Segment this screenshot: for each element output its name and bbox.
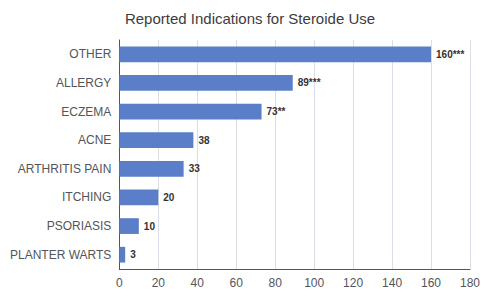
svg-text:Reported Indications for Stero: Reported Indications for Steroide Use — [125, 10, 375, 27]
svg-text:ECZEMA: ECZEMA — [61, 105, 111, 119]
svg-text:ACNE: ACNE — [78, 133, 111, 147]
svg-text:PLANTER WARTS: PLANTER WARTS — [10, 248, 111, 262]
svg-text:89***: 89*** — [298, 77, 321, 88]
svg-text:10: 10 — [144, 221, 156, 232]
svg-text:140: 140 — [382, 276, 402, 290]
svg-text:38: 38 — [198, 135, 210, 146]
svg-text:ITCHING: ITCHING — [62, 190, 111, 204]
svg-text:160***: 160*** — [436, 49, 464, 60]
svg-text:ALLERGY: ALLERGY — [56, 76, 111, 90]
svg-text:80: 80 — [269, 276, 283, 290]
svg-text:60: 60 — [230, 276, 244, 290]
svg-text:73**: 73** — [267, 106, 286, 117]
svg-text:OTHER: OTHER — [69, 47, 111, 61]
svg-text:PSORIASIS: PSORIASIS — [47, 219, 112, 233]
svg-text:33: 33 — [189, 163, 201, 174]
svg-text:120: 120 — [343, 276, 363, 290]
svg-text:20: 20 — [152, 276, 166, 290]
svg-text:ARTHRITIS PAIN: ARTHRITIS PAIN — [18, 162, 112, 176]
svg-text:160: 160 — [421, 276, 441, 290]
svg-text:20: 20 — [163, 192, 175, 203]
svg-text:180: 180 — [460, 276, 480, 290]
svg-text:100: 100 — [304, 276, 324, 290]
svg-text:0: 0 — [116, 276, 123, 290]
svg-text:40: 40 — [191, 276, 205, 290]
svg-text:3: 3 — [130, 249, 136, 260]
